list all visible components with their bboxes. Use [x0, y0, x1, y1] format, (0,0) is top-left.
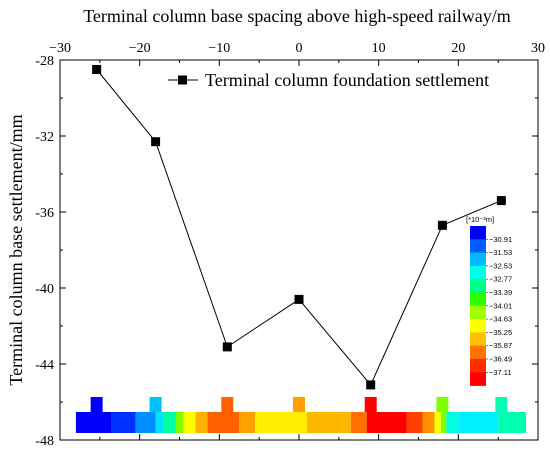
- contour-segment-8: [207, 412, 240, 433]
- contour-segment-11: [306, 412, 351, 433]
- colorbar-swatch: [470, 332, 486, 346]
- contour-segment-18: [446, 412, 459, 433]
- x-tick-label: 10: [372, 41, 386, 56]
- data-point: [92, 65, 102, 74]
- y-tick-label: -32: [35, 130, 54, 145]
- contour-strip: [75, 397, 527, 433]
- contour-segment-2: [135, 412, 156, 433]
- data-point: [222, 342, 232, 352]
- x-axis-title: Terminal column base spacing above high-…: [83, 6, 511, 26]
- colorbar-label: −31.53: [489, 248, 512, 257]
- contour-pad-3: [293, 397, 305, 412]
- colorbar-label: −30.91: [489, 235, 512, 244]
- contour-segment-9: [239, 412, 256, 433]
- contour-segment-20: [498, 412, 527, 433]
- contour-segment-15: [422, 412, 435, 433]
- colorbar-swatch: [470, 252, 486, 267]
- colorbar-swatch: [470, 359, 486, 373]
- contour-segment-19: [458, 412, 499, 433]
- data-point: [496, 196, 506, 206]
- legend: Terminal column foundation settlement: [168, 70, 489, 90]
- colorbar-label: −37.11: [489, 368, 512, 377]
- x-tick-label: −20: [129, 41, 151, 56]
- contour-segment-12: [350, 412, 367, 433]
- contour-segment-13: [366, 412, 407, 433]
- y-tick-label: -28: [35, 54, 54, 69]
- colorbar-swatch: [470, 372, 486, 386]
- contour-segment-6: [183, 412, 196, 433]
- data-point: [366, 380, 376, 390]
- contour-pad-4: [364, 397, 377, 412]
- y-tick-label: -36: [35, 206, 54, 221]
- data-point: [294, 294, 304, 304]
- contour-pad-1: [149, 397, 162, 412]
- colorbar-swatch: [470, 226, 486, 240]
- colorbar-label: −36.49: [489, 355, 512, 364]
- contour-segment-3: [155, 412, 164, 433]
- colorbar: [*10⁻³m] −30.91 −31.53 −32.53 −32.77 −33.39 −…: [466, 215, 512, 386]
- colorbar-label: −34.63: [489, 315, 512, 324]
- contour-segment-1: [111, 412, 136, 433]
- y-axis-title: Terminal column base settlement/mm: [6, 114, 26, 385]
- contour-segment-4: [163, 412, 176, 433]
- plot-frame: [59, 59, 539, 441]
- contour-segment-0: [75, 412, 112, 433]
- data-point: [151, 137, 161, 147]
- contour-segment-5: [175, 412, 184, 433]
- colorbar-label: −32.53: [489, 261, 512, 270]
- legend-marker: [178, 75, 187, 85]
- x-tick-label: 30: [531, 41, 545, 56]
- contour-segment-16: [434, 412, 441, 433]
- colorbar-label: −35.87: [489, 341, 512, 350]
- y-tick-label: -40: [35, 282, 54, 297]
- x-tick-label: −30: [49, 41, 71, 56]
- colorbar-label: −33.39: [489, 288, 512, 297]
- legend-label: Terminal column foundation settlement: [205, 70, 489, 90]
- axes: −30 −20 −10 0 10 20 30 -28 -32 -36 -40 -44 -48: [35, 41, 545, 449]
- colorbar-swatch: [470, 345, 486, 360]
- contour-segment-14: [406, 412, 423, 433]
- contour-pad-5: [436, 397, 449, 412]
- plot-area: [92, 65, 506, 390]
- y-tick-label: -48: [35, 434, 54, 449]
- colorbar-swatch: [470, 265, 486, 280]
- x-tick-label: −10: [208, 41, 230, 56]
- colorbar-swatch: [470, 239, 486, 253]
- contour-pad-2: [221, 397, 234, 412]
- contour-segment-17: [440, 412, 447, 433]
- x-tick-label: 0: [296, 41, 303, 56]
- data-point: [437, 220, 447, 230]
- colorbar-swatch: [470, 305, 486, 320]
- colorbar-label: −32.77: [489, 275, 512, 284]
- contour-segment-7: [195, 412, 208, 433]
- x-tick-label: 20: [451, 41, 465, 56]
- contour-pad-0: [90, 397, 103, 412]
- colorbar-unit-label: [*10⁻³m]: [466, 215, 494, 224]
- contour-pad-6: [495, 397, 508, 412]
- colorbar-swatch: [470, 279, 486, 293]
- contour-segment-10: [255, 412, 307, 433]
- y-tick-label: -44: [35, 358, 54, 373]
- colorbar-label: −34.01: [489, 301, 512, 310]
- colorbar-swatch: [470, 292, 486, 307]
- colorbar-label: −35.25: [489, 328, 512, 337]
- colorbar-swatch: [470, 319, 486, 333]
